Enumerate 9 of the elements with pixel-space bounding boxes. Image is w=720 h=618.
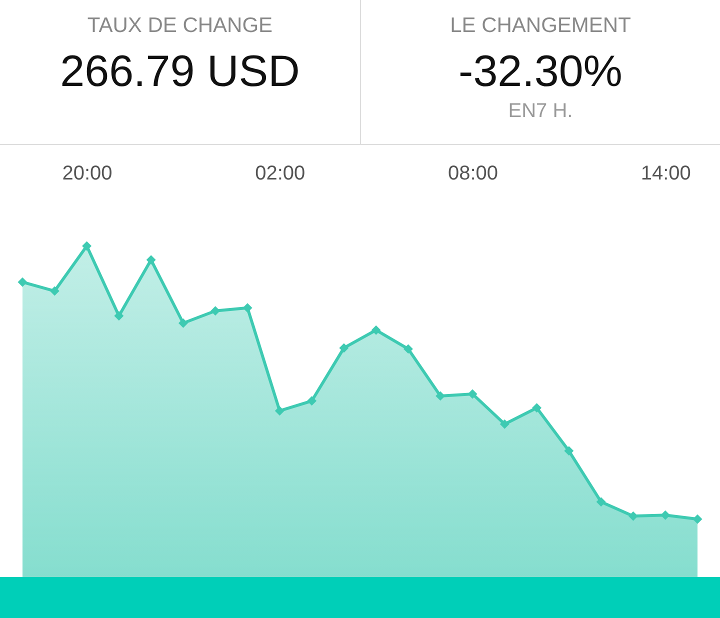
x-tick-label: 08:00 bbox=[448, 162, 498, 184]
text: TAUX DE CHANGE bbox=[86, 14, 274, 38]
text: -32.30% bbox=[458, 46, 624, 98]
text: 266.79 USD bbox=[59, 46, 301, 98]
text: LE CHANGEMENT bbox=[449, 14, 632, 38]
text: EN7 H. bbox=[507, 100, 574, 123]
x-tick-label: 02:00 bbox=[255, 162, 306, 184]
x-tick-label: 14:00 bbox=[640, 162, 691, 184]
x-tick-label: 20:00 bbox=[62, 162, 112, 184]
